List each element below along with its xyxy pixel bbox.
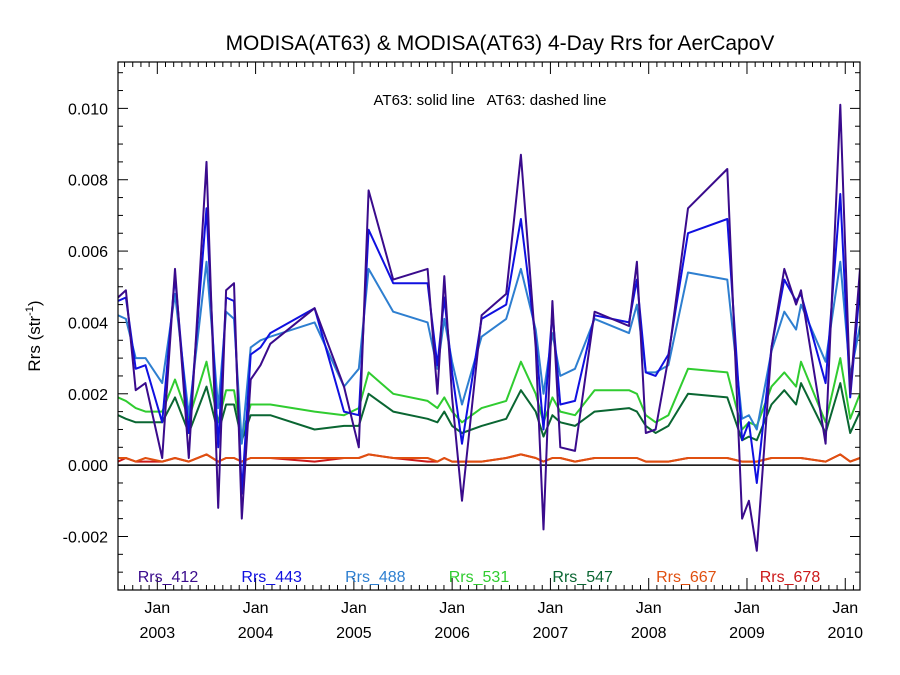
x-tick-label-year: 2003 xyxy=(140,625,176,642)
x-tick-label-month: Jan xyxy=(439,600,465,617)
x-tick-label-month: Jan xyxy=(734,600,760,617)
x-tick-label-month: Jan xyxy=(341,600,367,617)
legend-item-rrs-488: Rrs_488 xyxy=(345,569,406,586)
chart-title: MODISA(AT63) & MODISA(AT63) 4-Day Rrs fo… xyxy=(226,32,775,55)
series-line-rrs-667 xyxy=(118,453,860,463)
y-tick-label: 0.004 xyxy=(68,315,108,332)
x-tick-label-year: 2006 xyxy=(434,625,470,642)
series-line-rrs-488 xyxy=(118,260,860,445)
x-tick-label-month: Jan xyxy=(144,600,170,617)
y-tick-label: 0.010 xyxy=(68,101,108,118)
y-axis-label-close: ) xyxy=(25,300,44,306)
x-tick-label-month: Jan xyxy=(636,600,662,617)
legend-item-rrs-531: Rrs_531 xyxy=(449,569,510,586)
series-line-rrs-443 xyxy=(118,193,860,495)
legend-item-rrs-443: Rrs_443 xyxy=(241,569,302,586)
y-tick-label: 0.006 xyxy=(68,244,108,261)
x-tick-label-year: 2007 xyxy=(533,625,569,642)
y-tick-label: -0.002 xyxy=(63,529,108,546)
legend-item-rrs-678: Rrs_678 xyxy=(760,569,821,586)
series-lines xyxy=(118,103,860,552)
series-line-rrs-412 xyxy=(118,103,860,552)
tick-marks: -0.002 0.000 0.002 0.004 0.006 0.008 0.010 Jan 2… xyxy=(63,62,863,642)
y-axis-label-exponent: -1 xyxy=(24,306,36,316)
x-tick-label-year: 2009 xyxy=(729,625,765,642)
x-tick-label-month: Jan xyxy=(538,600,564,617)
y-axis-label: Rrs (str-1) xyxy=(24,300,44,371)
line-style-annotation: AT63: solid line AT63: dashed line xyxy=(374,92,607,109)
x-tick-label-year: 2004 xyxy=(238,625,274,642)
x-tick-label-year: 2005 xyxy=(336,625,372,642)
legend-item-rrs-667: Rrs_667 xyxy=(656,569,717,586)
plot-frame xyxy=(117,61,861,591)
x-tick-label-year: 2008 xyxy=(631,625,667,642)
x-tick-label-year: 2010 xyxy=(827,625,863,642)
legend: Rrs_412 Rrs_443 Rrs_488 Rrs_531 Rrs_547 Rrs_6… xyxy=(138,569,821,586)
x-tick-label-month: Jan xyxy=(243,600,269,617)
legend-item-rrs-547: Rrs_547 xyxy=(552,569,613,586)
y-tick-label: 0.000 xyxy=(68,458,108,475)
y-tick-label: 0.002 xyxy=(68,387,108,404)
series-line-rrs-547 xyxy=(118,382,860,442)
x-tick-label-month: Jan xyxy=(832,600,858,617)
legend-item-rrs-412: Rrs_412 xyxy=(138,569,199,586)
y-tick-label: 0.008 xyxy=(68,173,108,190)
y-axis-label-text: Rrs (str xyxy=(25,316,44,372)
